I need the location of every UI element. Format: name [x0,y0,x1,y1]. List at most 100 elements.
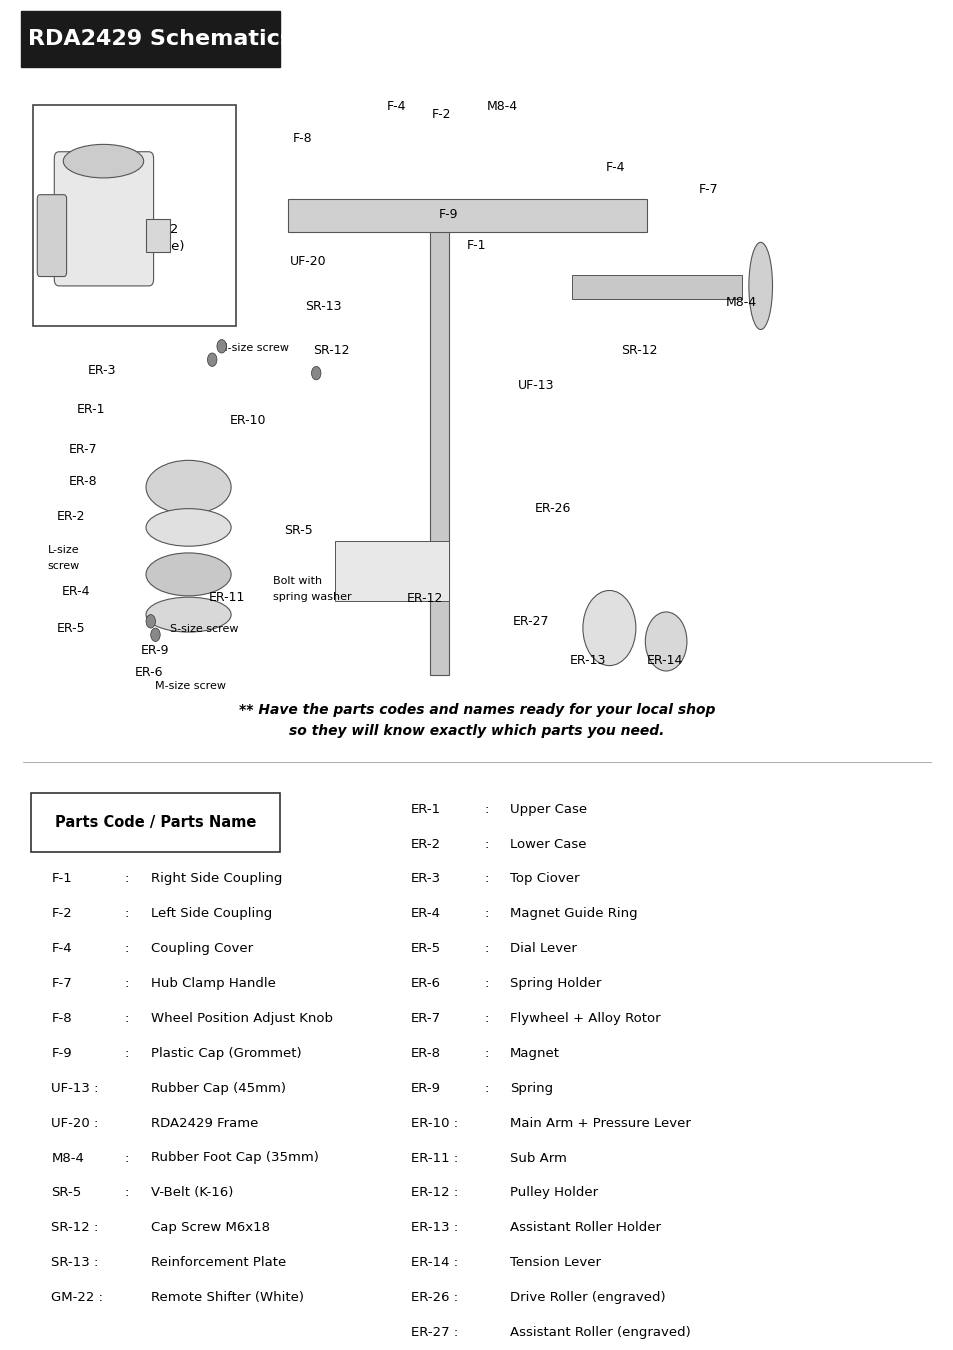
Circle shape [644,612,686,671]
Text: Right Side Coupling: Right Side Coupling [151,872,282,886]
Text: M8-4: M8-4 [486,100,517,112]
Text: F-8: F-8 [51,1012,72,1025]
Text: :: : [484,837,488,850]
Text: Rubber Foot Cap (35mm): Rubber Foot Cap (35mm) [151,1152,318,1165]
Ellipse shape [146,509,231,547]
Text: ER-12: ER-12 [406,593,443,605]
Text: ER-4: ER-4 [411,907,440,921]
Text: ER-1: ER-1 [411,803,440,815]
Text: ER-2: ER-2 [57,510,86,524]
Text: SR-12: SR-12 [620,344,658,356]
Text: L-size: L-size [48,545,79,555]
Text: Assistant Roller Holder: Assistant Roller Holder [510,1222,660,1234]
Ellipse shape [146,554,231,595]
Text: V-Belt (K-16): V-Belt (K-16) [151,1187,233,1199]
Text: ER-1: ER-1 [77,402,106,416]
Text: ER-13: ER-13 [569,653,605,667]
Text: :: : [484,942,488,956]
Text: Main Arm + Pressure Lever: Main Arm + Pressure Lever [510,1116,690,1130]
FancyBboxPatch shape [54,151,153,286]
Ellipse shape [146,460,231,514]
Text: RDA2429 Schematics: RDA2429 Schematics [28,30,293,49]
Text: Dial Lever: Dial Lever [510,942,577,956]
Text: Cap Screw M6x18: Cap Screw M6x18 [151,1222,270,1234]
Circle shape [582,590,636,666]
Ellipse shape [63,144,144,178]
Text: :: : [125,977,130,990]
Text: ER-10 :: ER-10 : [411,1116,457,1130]
Ellipse shape [748,242,772,329]
Text: Magnet Guide Ring: Magnet Guide Ring [510,907,637,921]
Text: F-1: F-1 [467,239,486,252]
Bar [146,219,170,252]
Text: ER-6: ER-6 [134,666,163,679]
Text: ER-10: ER-10 [230,413,266,427]
Text: Spring: Spring [510,1081,553,1095]
Text: ER-11: ER-11 [209,591,245,603]
FancyBboxPatch shape [37,194,67,277]
Text: F-2: F-2 [431,108,451,120]
Text: F-9: F-9 [51,1046,72,1060]
Bar [335,541,448,601]
Text: :: : [484,872,488,886]
Text: Left Side Coupling: Left Side Coupling [151,907,272,921]
Text: ER-4: ER-4 [62,586,91,598]
Bar [23,72,930,836]
Text: ** Have the parts codes and names ready for your local shop
so they will know ex: ** Have the parts codes and names ready … [238,703,715,738]
Text: spring washer: spring washer [273,593,351,602]
Bar [288,198,646,232]
Text: GM-22
(R type): GM-22 (R type) [131,223,184,252]
Text: :: : [125,1187,130,1199]
Text: :: : [125,907,130,921]
Text: S-size screw: S-size screw [170,625,238,634]
Text: Spring Holder: Spring Holder [510,977,600,990]
Text: ER-7: ER-7 [69,443,97,456]
Bar [571,275,741,300]
Text: ER-2: ER-2 [411,837,440,850]
Text: M8-4: M8-4 [51,1152,84,1165]
Text: F-9: F-9 [438,208,457,221]
Text: ER-5: ER-5 [57,621,86,634]
Text: :: : [484,977,488,990]
Text: Pulley Holder: Pulley Holder [510,1187,598,1199]
FancyBboxPatch shape [21,11,280,68]
Text: F-8: F-8 [293,132,313,144]
Text: F-4: F-4 [605,162,624,174]
Text: Wheel Position Adjust Knob: Wheel Position Adjust Knob [151,1012,333,1025]
Circle shape [207,352,216,366]
Text: Rubber Cap (45mm): Rubber Cap (45mm) [151,1081,286,1095]
Text: Drive Roller (engraved): Drive Roller (engraved) [510,1291,665,1304]
Text: :: : [125,1046,130,1060]
Text: M8-4: M8-4 [725,296,757,309]
Text: UF-13 :: UF-13 : [51,1081,99,1095]
Circle shape [312,366,320,379]
Text: SR-5: SR-5 [284,524,313,536]
Text: ER-3: ER-3 [88,364,115,377]
Text: F-1: F-1 [51,872,72,886]
Text: Tension Lever: Tension Lever [510,1256,600,1269]
Text: Sub Arm: Sub Arm [510,1152,566,1165]
Text: ER-9: ER-9 [411,1081,440,1095]
Text: ER-9: ER-9 [140,644,169,657]
Text: ER-7: ER-7 [411,1012,440,1025]
Text: :: : [484,907,488,921]
Text: GM-22 :: GM-22 : [51,1291,103,1304]
Text: Plastic Cap (Grommet): Plastic Cap (Grommet) [151,1046,301,1060]
Text: F-7: F-7 [51,977,72,990]
FancyBboxPatch shape [30,792,280,852]
Bar [32,105,235,327]
Text: Parts Code / Parts Name: Parts Code / Parts Name [54,815,256,830]
Bar [429,205,448,675]
Text: ER-14 :: ER-14 : [411,1256,457,1269]
Text: ER-26 :: ER-26 : [411,1291,457,1304]
Text: SR-12 :: SR-12 : [51,1222,99,1234]
Text: ER-6: ER-6 [411,977,440,990]
Text: Remote Shifter (White): Remote Shifter (White) [151,1291,303,1304]
Text: Top Ciover: Top Ciover [510,872,579,886]
Text: SR-13 :: SR-13 : [51,1256,99,1269]
Text: Assistant Roller (engraved): Assistant Roller (engraved) [510,1326,690,1339]
Text: ER-5: ER-5 [411,942,440,956]
Circle shape [151,628,160,641]
Text: ER-8: ER-8 [411,1046,440,1060]
Text: SR-13: SR-13 [305,300,342,313]
